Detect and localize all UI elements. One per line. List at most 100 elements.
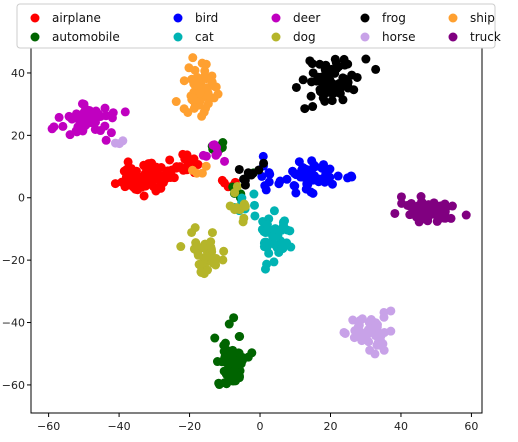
legend-item-dog: dog — [271, 30, 316, 44]
legend-item-frog: frog — [360, 11, 406, 25]
data-point-frog — [339, 54, 349, 64]
data-point-bird — [264, 177, 274, 187]
legend-item-horse: horse — [360, 30, 416, 44]
data-point-automobile — [235, 331, 245, 341]
data-point-ship — [203, 91, 213, 101]
data-point-truck — [433, 215, 443, 225]
data-point-automobile — [222, 379, 232, 389]
data-point-ship — [187, 165, 197, 175]
data-point-deer — [58, 121, 68, 131]
legend-label-frog: frog — [382, 11, 406, 25]
data-point-frog — [234, 164, 244, 174]
data-point-ship — [187, 93, 197, 103]
data-point-truck — [415, 212, 425, 222]
data-point-frog — [371, 64, 381, 74]
data-point-horse — [370, 349, 380, 359]
data-point-ship — [201, 161, 211, 171]
legend-marker-cat — [173, 32, 183, 42]
data-point-airplane — [133, 183, 143, 193]
data-point-frog — [343, 83, 353, 93]
legend-label-dog: dog — [293, 30, 316, 44]
data-point-deer — [120, 107, 130, 117]
data-point-frog — [361, 54, 371, 64]
data-point-frog — [259, 158, 269, 168]
legend-item-truck: truck — [448, 30, 501, 44]
data-point-deer — [54, 112, 64, 122]
data-point-frog — [314, 72, 324, 82]
data-point-horse — [372, 320, 382, 330]
data-point-truck — [397, 198, 407, 208]
data-point-bird — [302, 179, 312, 189]
data-point-ship — [190, 80, 200, 90]
legend-item-ship: ship — [448, 11, 495, 25]
data-point-frog — [308, 102, 318, 112]
data-point-bird — [258, 151, 268, 161]
data-point-horse — [348, 315, 358, 325]
y-tick-label: 20 — [11, 129, 25, 142]
data-point-airplane — [165, 155, 175, 165]
data-point-deer — [106, 110, 116, 120]
data-point-deer — [78, 124, 88, 134]
data-point-frog — [291, 82, 301, 92]
data-point-dog — [206, 242, 216, 252]
legend-marker-dog — [271, 32, 281, 42]
data-point-airplane — [117, 177, 127, 187]
data-point-frog — [347, 70, 357, 80]
series-deer — [47, 99, 230, 166]
data-point-deer — [84, 108, 94, 118]
data-point-bird — [319, 160, 328, 170]
data-point-deer — [96, 126, 105, 136]
data-point-airplane — [146, 173, 156, 183]
legend-marker-truck — [448, 32, 458, 42]
data-point-ship — [197, 168, 207, 178]
data-point-frog — [298, 75, 308, 85]
data-point-frog — [320, 65, 330, 75]
data-point-deer — [106, 128, 116, 138]
series-truck — [390, 192, 471, 227]
data-point-automobile — [220, 352, 230, 362]
data-point-bird — [302, 167, 312, 177]
data-point-frog — [327, 96, 337, 106]
data-point-dog — [193, 250, 203, 260]
data-point-cat — [279, 220, 289, 230]
data-point-deer — [95, 111, 105, 121]
data-point-ship — [195, 88, 205, 98]
data-point-bird — [309, 160, 319, 170]
data-point-dog — [219, 246, 229, 256]
data-point-frog — [340, 74, 350, 84]
data-point-bird — [306, 187, 316, 197]
data-point-dog — [201, 252, 211, 262]
data-point-truck — [436, 201, 446, 211]
legend-item-automobile: automobile — [30, 30, 120, 44]
legend-marker-automobile — [30, 32, 40, 42]
data-point-airplane — [143, 159, 153, 169]
data-point-dog — [240, 201, 250, 211]
x-tick-label: −40 — [107, 420, 130, 433]
data-point-cat — [269, 257, 279, 267]
data-point-deer — [67, 114, 77, 124]
data-point-truck — [447, 201, 457, 211]
data-point-frog — [334, 62, 344, 72]
legend-marker-bird — [173, 13, 183, 23]
data-point-bird — [291, 188, 301, 198]
legend-label-bird: bird — [195, 11, 218, 25]
data-point-horse — [352, 324, 362, 334]
data-point-horse — [379, 312, 389, 322]
data-point-frog — [316, 87, 326, 97]
data-point-cat — [268, 232, 278, 242]
data-point-ship — [207, 77, 217, 87]
data-point-ship — [203, 99, 213, 109]
series-cat — [230, 189, 296, 274]
data-point-deer — [47, 124, 57, 134]
data-point-bird — [333, 171, 343, 181]
data-point-cat — [270, 224, 280, 234]
data-point-cat — [285, 226, 295, 236]
data-point-automobile — [210, 333, 220, 343]
data-point-cat — [249, 189, 259, 199]
x-tick-label: 0 — [257, 420, 264, 433]
legend-label-deer: deer — [293, 11, 320, 25]
series-bird — [257, 151, 357, 198]
series-ship — [171, 53, 223, 178]
data-point-airplane — [178, 165, 188, 175]
data-point-airplane — [163, 166, 173, 176]
